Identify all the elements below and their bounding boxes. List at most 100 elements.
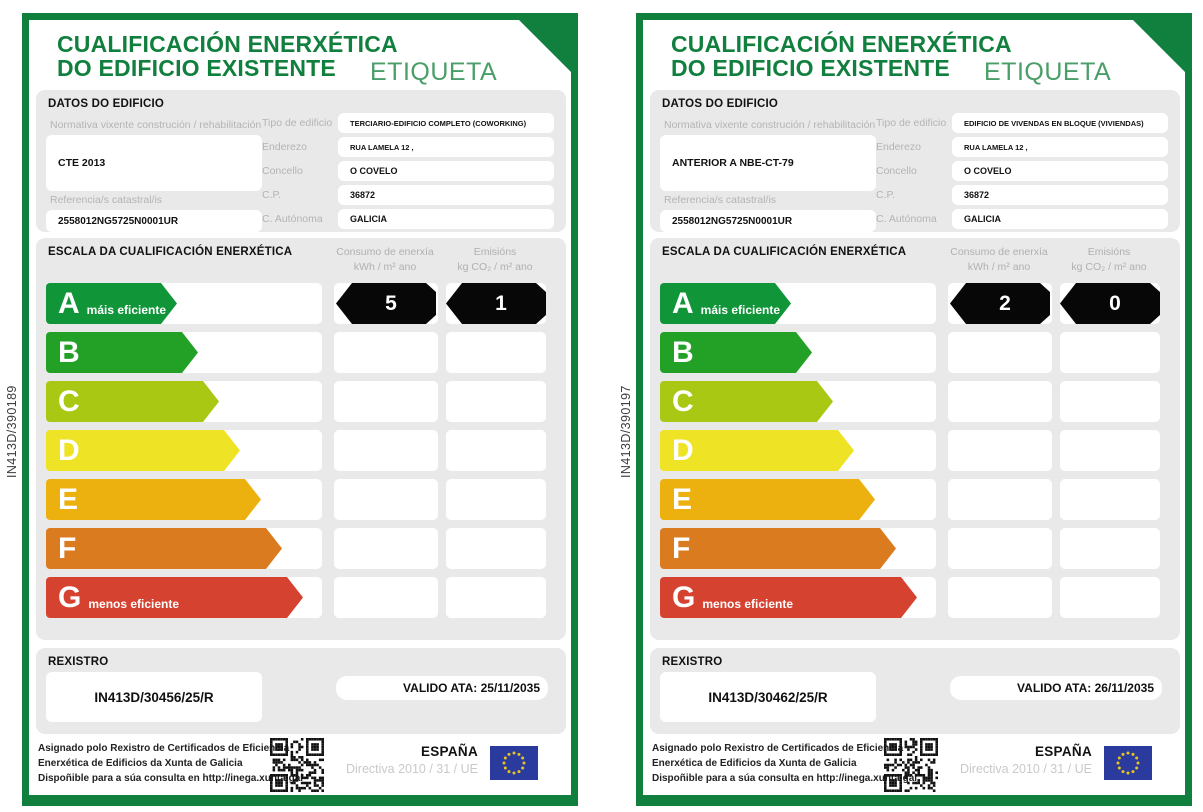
footer-line-2: Enerxética de Edificios da Xunta de Gali… [38, 758, 243, 769]
scale-letter: C [672, 384, 694, 418]
etiqueta-label: ETIQUETA [984, 58, 1112, 86]
espana-label: ESPAÑA [1034, 744, 1092, 759]
scale-letter: A [58, 286, 80, 320]
energy-scale-title: ESCALA DA CUALIFICACIÓN ENERXÉTICA [48, 246, 293, 258]
scale-letter: B [58, 335, 80, 369]
consumption-cell [948, 577, 1052, 618]
scale-bar-cell: B [46, 332, 322, 373]
cp-value: 36872 [338, 185, 554, 205]
scale-bar-cell: D [46, 430, 322, 471]
scale-row-c: C [660, 381, 1160, 422]
consumption-header-line1: Consumo de enerxía [950, 246, 1048, 258]
concello-value: O COVELO [338, 161, 554, 181]
consumption-cell [948, 381, 1052, 422]
consumption-header-line2: kWh / m² ano [353, 261, 417, 273]
emissions-header-line1: Emisións [1087, 246, 1131, 258]
tipo-value: TERCIARIO-EDIFICIO COMPLETO (COWORKING) [338, 113, 554, 133]
emissions-header-line2: kg CO₂ / m² ano [457, 261, 533, 273]
scale-bar-c: C [46, 381, 219, 422]
emissions-cell [1060, 577, 1160, 618]
scale-row-b: B [660, 332, 1160, 373]
registry-title: REXISTRO [48, 656, 109, 668]
title-line-2: DO EDIFICIO EXISTENTE [671, 55, 950, 81]
consumption-header-line1: Consumo de enerxía [336, 246, 434, 258]
emissions-header-line1: Emisións [473, 246, 517, 258]
autonoma-value: GALICIA [338, 209, 554, 229]
scale-letter: G [672, 580, 696, 614]
consumption-header-line2: kWh / m² ano [967, 261, 1031, 273]
building-data-left-column: Normativa vixente construción / rehabili… [660, 116, 876, 232]
consumption-column-header: Consumo de enerxía kWh / m² ano [938, 245, 1060, 275]
energy-certificate: CUALIFICACIÓN ENERXÉTICA DO EDIFICIO EXI… [636, 13, 1192, 806]
scale-bar-b: B [46, 332, 198, 373]
energy-scale-panel: ESCALA DA CUALIFICACIÓN ENERXÉTICA Consu… [36, 238, 566, 640]
emissions-indicator: 1 [446, 283, 546, 324]
footer-line-1: Asignado polo Rexistro de Certificados d… [38, 743, 290, 754]
emissions-cell [446, 577, 546, 618]
scale-letter: C [58, 384, 80, 418]
normativa-label: Normativa vixente construción / rehabili… [50, 119, 262, 131]
tipo-row: Tipo de edificio TERCIARIO-EDIFICIO COMP… [262, 112, 554, 134]
emissions-column-header: Emisións kg CO₂ / m² ano [1048, 245, 1170, 275]
scale-bar-b: B [660, 332, 812, 373]
energy-certificate: CUALIFICACIÓN ENERXÉTICA DO EDIFICIO EXI… [22, 13, 578, 806]
scale-letter: G [58, 580, 82, 614]
certificate-unit: IN413D/390189 CUALIFICACIÓN ENERXÉTICA D… [5, 13, 578, 806]
scale-row-d: D [660, 430, 1160, 471]
emissions-cell [1060, 381, 1160, 422]
valid-until: VALIDO ATA: 26/11/2035 [950, 676, 1162, 700]
autonoma-label: C. Autónoma [262, 213, 323, 225]
emissions-header-line2: kg CO₂ / m² ano [1071, 261, 1147, 273]
title-line-1: CUALIFICACIÓN ENERXÉTICA [57, 31, 398, 57]
scale-letter: E [672, 482, 693, 516]
scale-row-d: D [46, 430, 546, 471]
eu-flag-icon [1104, 746, 1152, 780]
espana-block: ESPAÑA Directiva 2010 / 31 / UE [338, 744, 478, 776]
consumption-indicator: 2 [950, 283, 1050, 324]
concello-label: Concello [262, 165, 303, 177]
scale-bar-cell: F [46, 528, 322, 569]
scale-row-c: C [46, 381, 546, 422]
scale-bar-cell: B [660, 332, 936, 373]
autonoma-row: C. Autónoma GALICIA [262, 208, 554, 230]
cp-label: C.P. [262, 189, 282, 201]
corner-fold [519, 20, 571, 72]
building-data-panel: DATOS DO EDIFICIO Normativa vixente cons… [36, 90, 566, 232]
consumption-value: 5 [385, 291, 397, 315]
cp-row: C.P. 36872 [876, 184, 1168, 206]
enderezo-label: Enderezo [876, 141, 921, 153]
espana-block: ESPAÑA Directiva 2010 / 31 / UE [952, 744, 1092, 776]
emissions-column-header: Emisións kg CO₂ / m² ano [434, 245, 556, 275]
certificate-footer: Asignado polo Rexistro de Certificados d… [38, 736, 562, 792]
enderezo-label: Enderezo [262, 141, 307, 153]
footer-line-2: Enerxética de Edificios da Xunta de Gali… [652, 758, 857, 769]
energy-scale-panel: ESCALA DA CUALIFICACIÓN ENERXÉTICA Consu… [650, 238, 1180, 640]
scale-note: menos eficiente [702, 596, 794, 611]
consumption-cell [948, 479, 1052, 520]
consumption-cell [334, 332, 438, 373]
scale-bar-f: F [660, 528, 896, 569]
certificate-header: CUALIFICACIÓN ENERXÉTICA DO EDIFICIO EXI… [671, 32, 1165, 86]
scale-letter: A [672, 286, 694, 320]
qr-code [270, 738, 324, 792]
side-registration-code: IN413D/390197 [619, 385, 633, 478]
scale-letter: F [672, 531, 691, 565]
normativa-value: CTE 2013 [46, 135, 262, 191]
autonoma-label: C. Autónoma [876, 213, 937, 225]
autonoma-row: C. Autónoma GALICIA [876, 208, 1168, 230]
referencia-label: Referencia/s catastral/is [50, 194, 163, 206]
consumption-column-header: Consumo de enerxía kWh / m² ano [324, 245, 446, 275]
building-data-title: DATOS DO EDIFICIO [48, 98, 165, 110]
consumption-cell: 2 [948, 283, 1052, 324]
registry-panel: REXISTRO IN413D/30462/25/R VALIDO ATA: 2… [650, 648, 1180, 734]
emissions-cell [446, 528, 546, 569]
footer-line-3: Dispoñible para a súa consulta en http:/… [38, 773, 304, 784]
referencia-value: 2558012NG5725N0001UR [46, 210, 262, 232]
